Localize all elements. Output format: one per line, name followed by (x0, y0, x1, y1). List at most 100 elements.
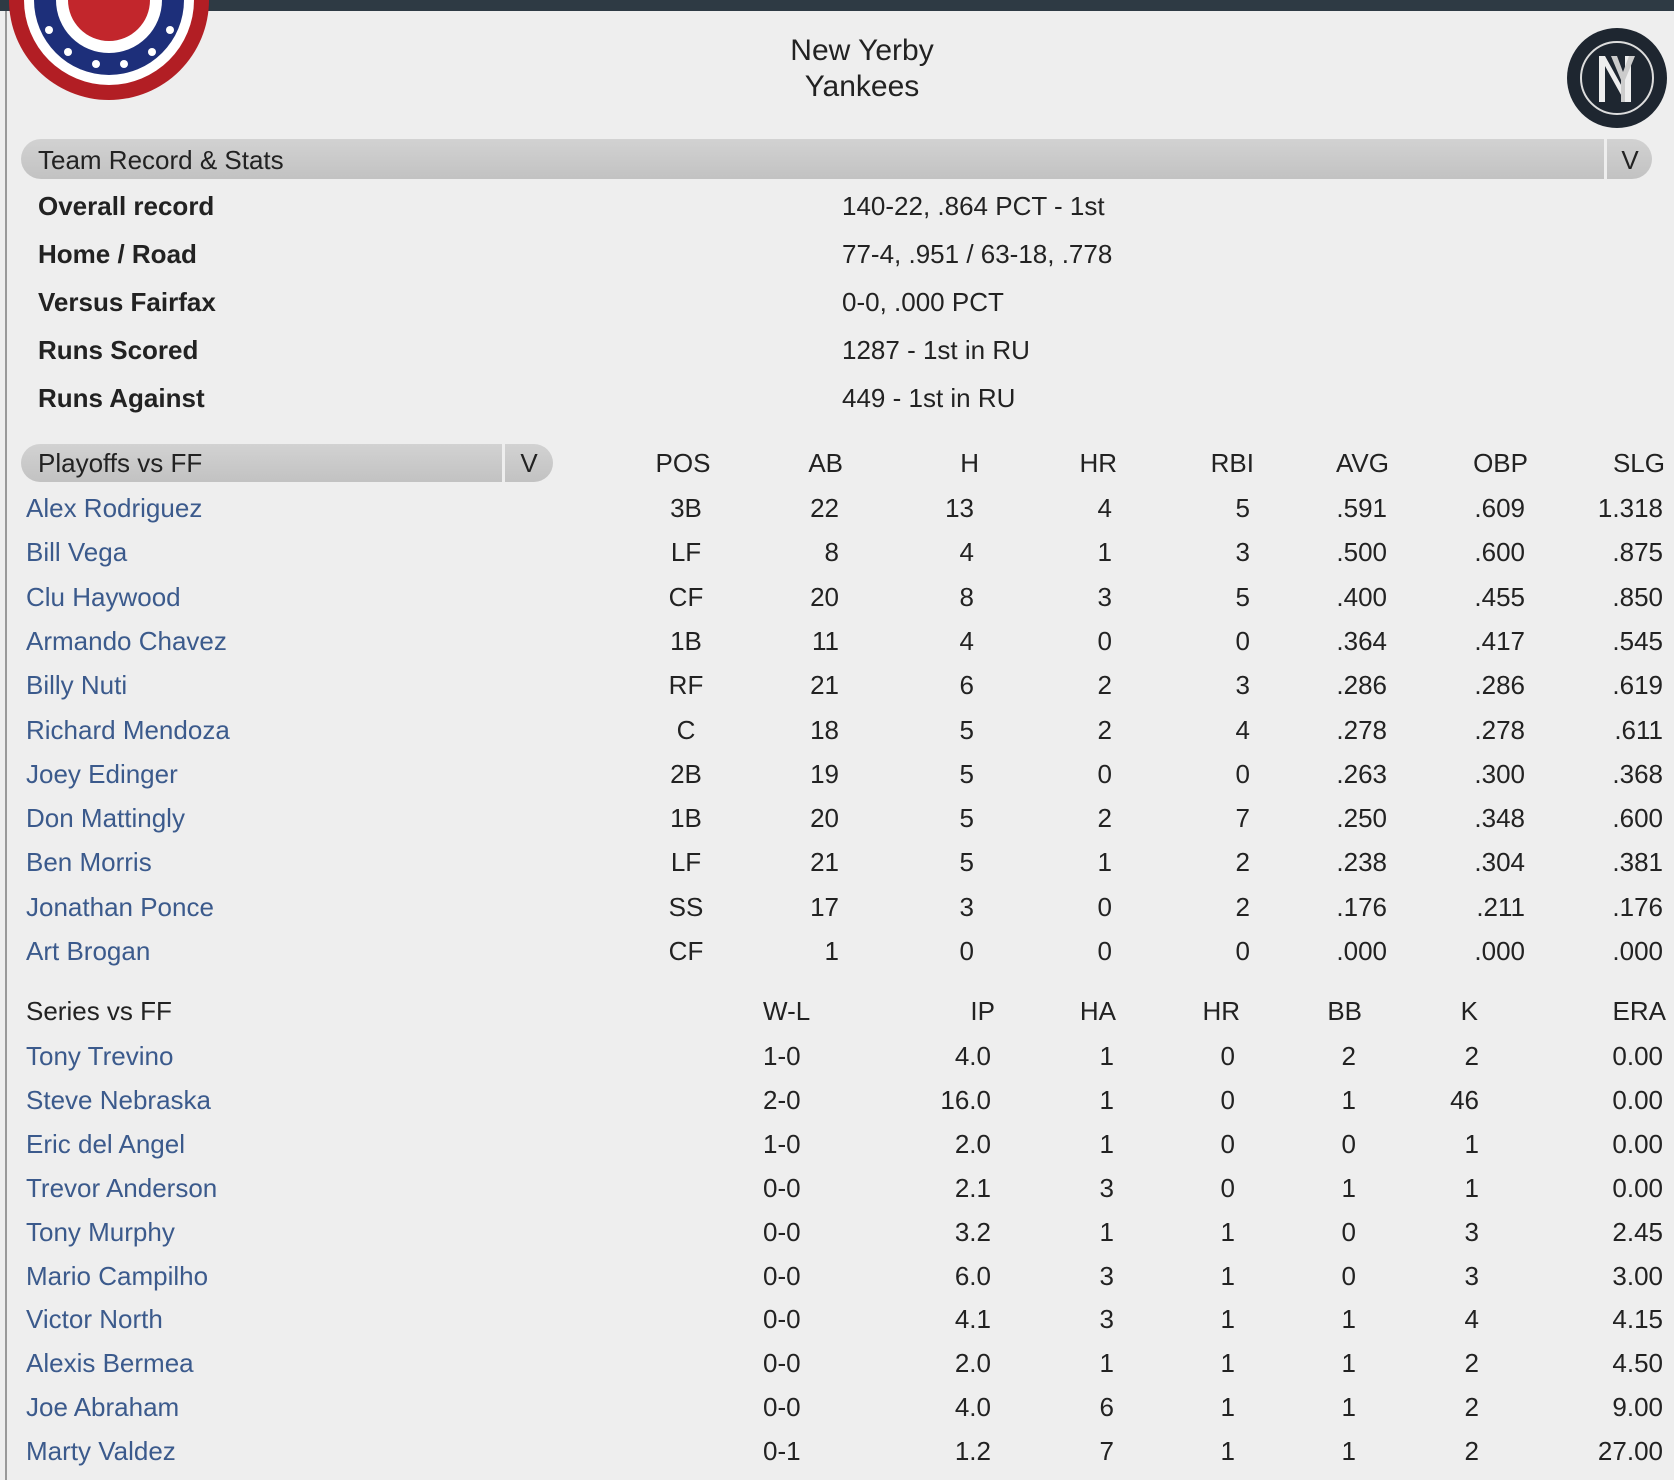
player-name[interactable]: Steve Nebraska (26, 1084, 211, 1115)
player-name[interactable]: Mario Campilho (26, 1260, 209, 1291)
stat-cell: 1 (1097, 537, 1112, 568)
stat-cell: 7 (1235, 803, 1250, 834)
player-name[interactable]: Eric del Angel (26, 1128, 185, 1159)
stat-cell: 4 (959, 537, 974, 568)
stat-cell: 8 (824, 537, 839, 568)
player-name[interactable]: Joey Edinger (26, 758, 178, 789)
stat-cell: .455 (1474, 581, 1525, 612)
player-name[interactable]: Don Mattingly (26, 803, 185, 834)
stat-cell: 21 (810, 670, 839, 701)
stat-cell: .000 (1474, 936, 1525, 966)
column-header: HA (1079, 996, 1116, 1026)
section-bar[interactable] (21, 139, 1652, 179)
player-name[interactable]: Trevor Anderson (26, 1172, 218, 1203)
stat-cell: 4.1 (954, 1304, 991, 1335)
left-border (5, 11, 7, 1480)
column-header: HR (1202, 996, 1240, 1026)
stat-cell: C (676, 714, 696, 745)
player-name[interactable]: Tony Murphy (26, 1216, 175, 1247)
top-strip (0, 0, 1674, 11)
stat-cell: 0 (1097, 625, 1112, 656)
player-name[interactable]: Art Brogan (26, 936, 151, 966)
stat-cell: 0-1 (763, 1436, 801, 1467)
stat-cell: 1 (1341, 1304, 1356, 1335)
record-label: Runs Against (38, 383, 205, 413)
player-name[interactable]: Marty Valdez (26, 1436, 176, 1467)
stat-cell: 22 (810, 493, 839, 523)
stat-cell: 1 (1099, 1216, 1114, 1247)
stat-cell: 5 (959, 758, 974, 789)
stat-cell: 1 (824, 936, 839, 966)
stat-cell: 4 (1464, 1304, 1479, 1335)
stat-cell: 1B (670, 803, 702, 834)
stat-cell: 2 (1235, 891, 1250, 922)
player-name[interactable]: Ben Morris (26, 847, 152, 878)
stat-cell: 0 (1235, 758, 1250, 789)
stat-cell: 3 (1097, 581, 1112, 612)
player-name[interactable]: Clu Haywood (26, 581, 181, 612)
stat-cell: 5 (959, 714, 974, 745)
stat-cell: 1 (1099, 1128, 1114, 1159)
player-name[interactable]: Tony Trevino (26, 1041, 174, 1071)
player-name[interactable]: Bill Vega (26, 537, 128, 568)
record-value: 140-22, .864 PCT - 1st (842, 191, 1105, 221)
stat-cell: 2.1 (954, 1172, 991, 1203)
stat-cell: .286 (1336, 670, 1387, 701)
stat-cell: 1.318 (1597, 493, 1663, 523)
stat-cell: 5 (959, 847, 974, 878)
stat-cell: 3 (1464, 1260, 1479, 1291)
stat-cell: 1.2 (954, 1436, 991, 1467)
stat-cell: 18 (810, 714, 839, 745)
stat-cell: 2-0 (763, 1084, 801, 1115)
stat-cell: 5 (1235, 581, 1250, 612)
stat-cell: 2 (1097, 803, 1112, 834)
stat-cell: 2 (1464, 1348, 1479, 1379)
stat-cell: 2.0 (954, 1128, 991, 1159)
stat-cell: CF (668, 936, 704, 966)
stat-cell: 7 (1099, 1436, 1114, 1467)
stat-cell: 0-0 (763, 1216, 801, 1247)
stat-cell: 1-0 (763, 1041, 801, 1071)
stat-cell: 6.0 (954, 1260, 991, 1291)
stat-cell: 0 (1097, 758, 1112, 789)
stat-cell: 27.00 (1597, 1436, 1663, 1467)
player-name[interactable]: Victor North (26, 1304, 163, 1335)
player-name[interactable]: Alexis Bermea (26, 1348, 194, 1379)
stat-cell: 1 (1099, 1041, 1114, 1071)
stat-cell: 3 (1099, 1172, 1114, 1203)
stat-cell: 0-0 (763, 1172, 801, 1203)
section-title: Series vs FF (26, 996, 172, 1026)
record-value: 449 - 1st in RU (842, 383, 1016, 413)
stat-cell: .238 (1336, 847, 1387, 878)
stat-cell: 3 (1235, 537, 1250, 568)
stat-cell: 0 (1097, 891, 1112, 922)
dropdown-label[interactable]: Playoffs vs FF (38, 448, 203, 478)
record-value: 77-4, .951 / 63-18, .778 (842, 239, 1113, 269)
stat-cell: 16.0 (940, 1084, 991, 1115)
team-logo (1567, 28, 1667, 128)
stat-cell: 2 (1464, 1392, 1479, 1423)
player-name[interactable]: Armando Chavez (26, 625, 227, 656)
stat-cell: 2 (1097, 670, 1112, 701)
stat-cell: 3 (1235, 670, 1250, 701)
section-title: Team Record & Stats (38, 145, 284, 175)
record-label: Overall record (38, 191, 215, 221)
player-name[interactable]: Joe Abraham (26, 1392, 180, 1423)
stat-cell: .278 (1474, 714, 1525, 745)
stat-cell: 3 (1099, 1260, 1114, 1291)
player-name[interactable]: Richard Mendoza (26, 714, 230, 745)
stat-cell: 4 (1097, 493, 1112, 523)
dropdown-toggle[interactable]: V (520, 448, 538, 478)
stat-cell: 6 (1099, 1392, 1114, 1423)
section-toggle[interactable]: V (1621, 145, 1639, 175)
stat-cell: .211 (1476, 891, 1525, 922)
stat-cell: 0 (1220, 1172, 1235, 1203)
player-name[interactable]: Jonathan Ponce (26, 891, 214, 922)
player-name[interactable]: Alex Rodriguez (26, 493, 203, 523)
bunting (9, 0, 209, 100)
stat-cell: 4 (1235, 714, 1250, 745)
player-name[interactable]: Billy Nuti (26, 670, 128, 701)
dropdown[interactable] (21, 444, 553, 482)
stat-cell: 3.2 (954, 1216, 991, 1247)
